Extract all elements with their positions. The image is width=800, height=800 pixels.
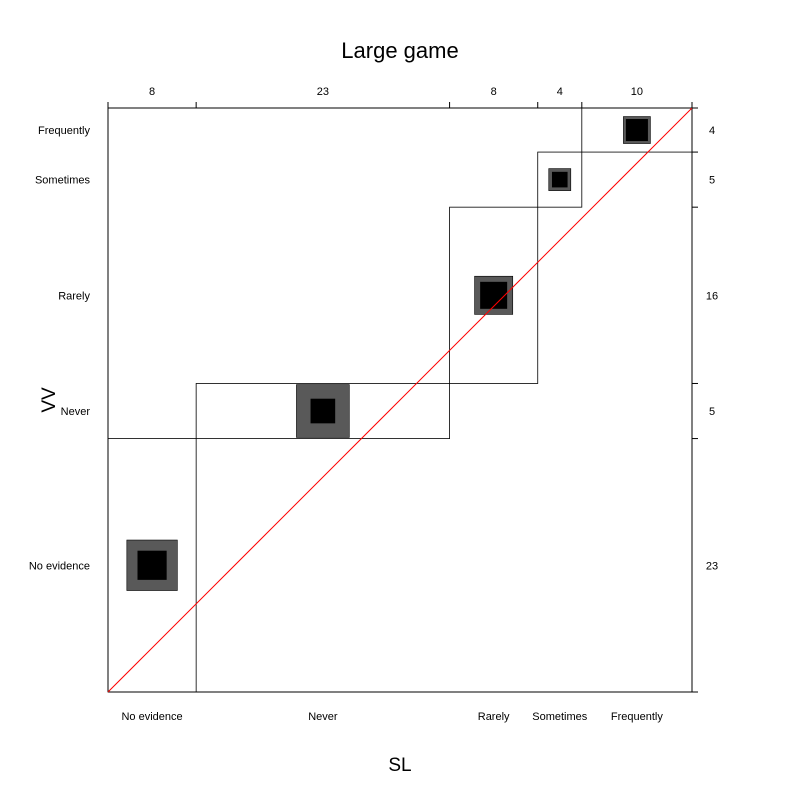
column-total-sometimes: 4 <box>557 86 563 98</box>
y-tick-label-frequently: Frequently <box>38 125 90 137</box>
y-tick-label-no-evidence: No evidence <box>29 560 90 572</box>
y-tick-label-sometimes: Sometimes <box>35 175 91 187</box>
column-total-rarely: 8 <box>491 86 497 98</box>
block-outline-rarely <box>449 206 539 384</box>
block-outline-sometimes <box>537 151 583 208</box>
y-tick-label-rarely: Rarely <box>58 290 90 302</box>
y-axis-title: VV <box>39 387 60 413</box>
row-total-frequently: 4 <box>709 125 715 137</box>
y-tick-label-never: Never <box>61 406 91 418</box>
exact-agreement-sometimes <box>551 171 568 188</box>
x-tick-label-frequently: Frequently <box>611 711 663 723</box>
x-tick-label-no-evidence: No evidence <box>121 711 182 723</box>
block-outline-frequently <box>581 107 693 153</box>
chart-title: Large game <box>341 38 458 63</box>
column-total-frequently: 10 <box>631 86 643 98</box>
exact-agreement-no-evidence <box>137 550 167 580</box>
column-total-no-evidence: 8 <box>149 86 155 98</box>
x-tick-label-rarely: Rarely <box>478 711 510 723</box>
row-total-sometimes: 5 <box>709 175 715 187</box>
exact-agreement-frequently <box>625 119 648 142</box>
row-total-never: 5 <box>709 406 715 418</box>
block-outline-no-evidence <box>107 438 197 693</box>
column-total-never: 23 <box>317 86 329 98</box>
block-outline-never <box>195 383 450 439</box>
exact-agreement-rarely <box>480 281 508 309</box>
x-tick-label-sometimes: Sometimes <box>532 711 588 723</box>
reference-diagonal-line <box>107 107 693 693</box>
x-tick-label-never: Never <box>308 711 338 723</box>
chart-marks: 8 No evidence 23 Never 8 Rarely 4 Sometimes 10 Fr… <box>29 86 718 723</box>
x-axis-title: SL <box>388 755 411 776</box>
exact-agreement-never <box>310 398 336 424</box>
row-total-rarely: 16 <box>706 290 718 302</box>
row-total-no-evidence: 23 <box>706 560 718 572</box>
